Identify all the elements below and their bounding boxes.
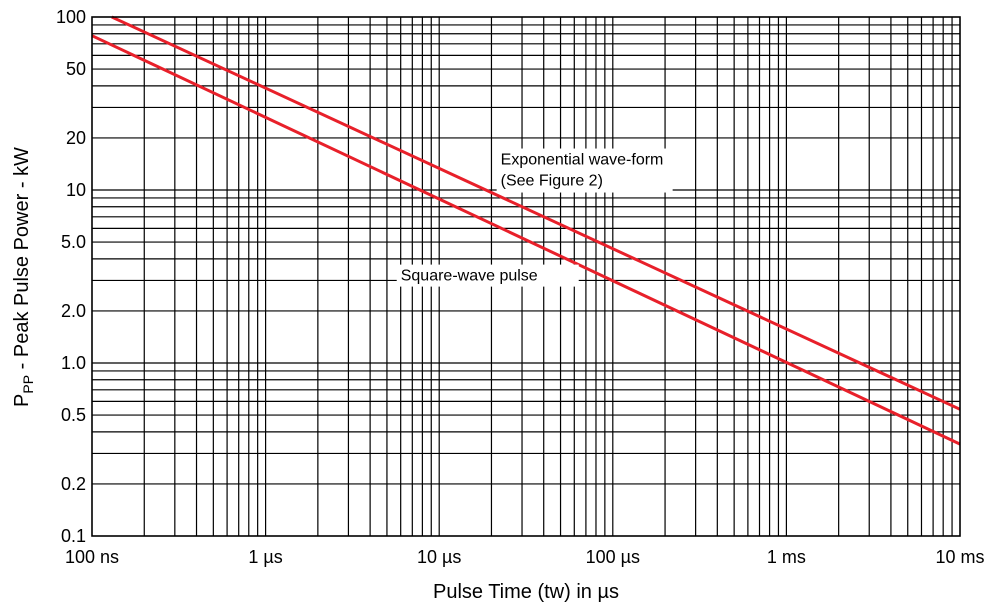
y-tick-label: 0.1 (61, 526, 86, 546)
y-axis-label-rest: - Peak Pulse Power - kW (11, 147, 33, 375)
y-tick-label: 5.0 (61, 232, 86, 252)
y-tick-label: 100 (56, 7, 86, 27)
y-axis-label-main: P (11, 394, 33, 407)
y-tick-label: 20 (66, 128, 86, 148)
y-axis-label: PPP - Peak Pulse Power - kW (11, 147, 36, 407)
x-tick-label: 10 µs (417, 547, 461, 567)
y-tick-label: 2.0 (61, 301, 86, 321)
x-axis-label: Pulse Time (tw) in µs (433, 581, 619, 603)
annotation-exponential-bg (496, 148, 673, 193)
series-line-square (91, 34, 961, 446)
y-tick-label: 0.5 (61, 405, 86, 425)
annotation-exponential-line2: (See Figure 2) (501, 173, 603, 190)
x-tick-label: 1 µs (248, 547, 282, 567)
annotation-square-bg (396, 264, 579, 287)
annotation-square-line1: Square-wave pulse (401, 268, 538, 285)
annotation-square: Square-wave pulse (396, 264, 579, 287)
y-tick-label: 50 (66, 59, 86, 79)
y-tick-label: 0.2 (61, 474, 86, 494)
plot-frame (91, 16, 961, 537)
series-layer (91, 15, 961, 446)
annotation-exponential: Exponential wave-form (See Figure 2) (496, 148, 673, 193)
x-tick-label: 100 ns (65, 547, 119, 567)
y-tick-labels: 100 50 20 10 5.0 2.0 1.0 0.5 0.2 0.1 (56, 7, 86, 546)
series-line-exponential (111, 15, 961, 411)
x-tick-label: 10 ms (935, 547, 984, 567)
y-axis-label-sub: PP (20, 375, 36, 394)
x-tick-label: 100 µs (586, 547, 640, 567)
y-tick-label: 1.0 (61, 353, 86, 373)
y-tick-label: 10 (66, 180, 86, 200)
annotation-exponential-line1: Exponential wave-form (501, 152, 664, 169)
annotations: Exponential wave-form (See Figure 2) Squ… (396, 148, 673, 287)
x-tick-labels: 100 ns 1 µs 10 µs 100 µs 1 ms 10 ms (65, 547, 985, 567)
x-tick-label: 1 ms (767, 547, 806, 567)
